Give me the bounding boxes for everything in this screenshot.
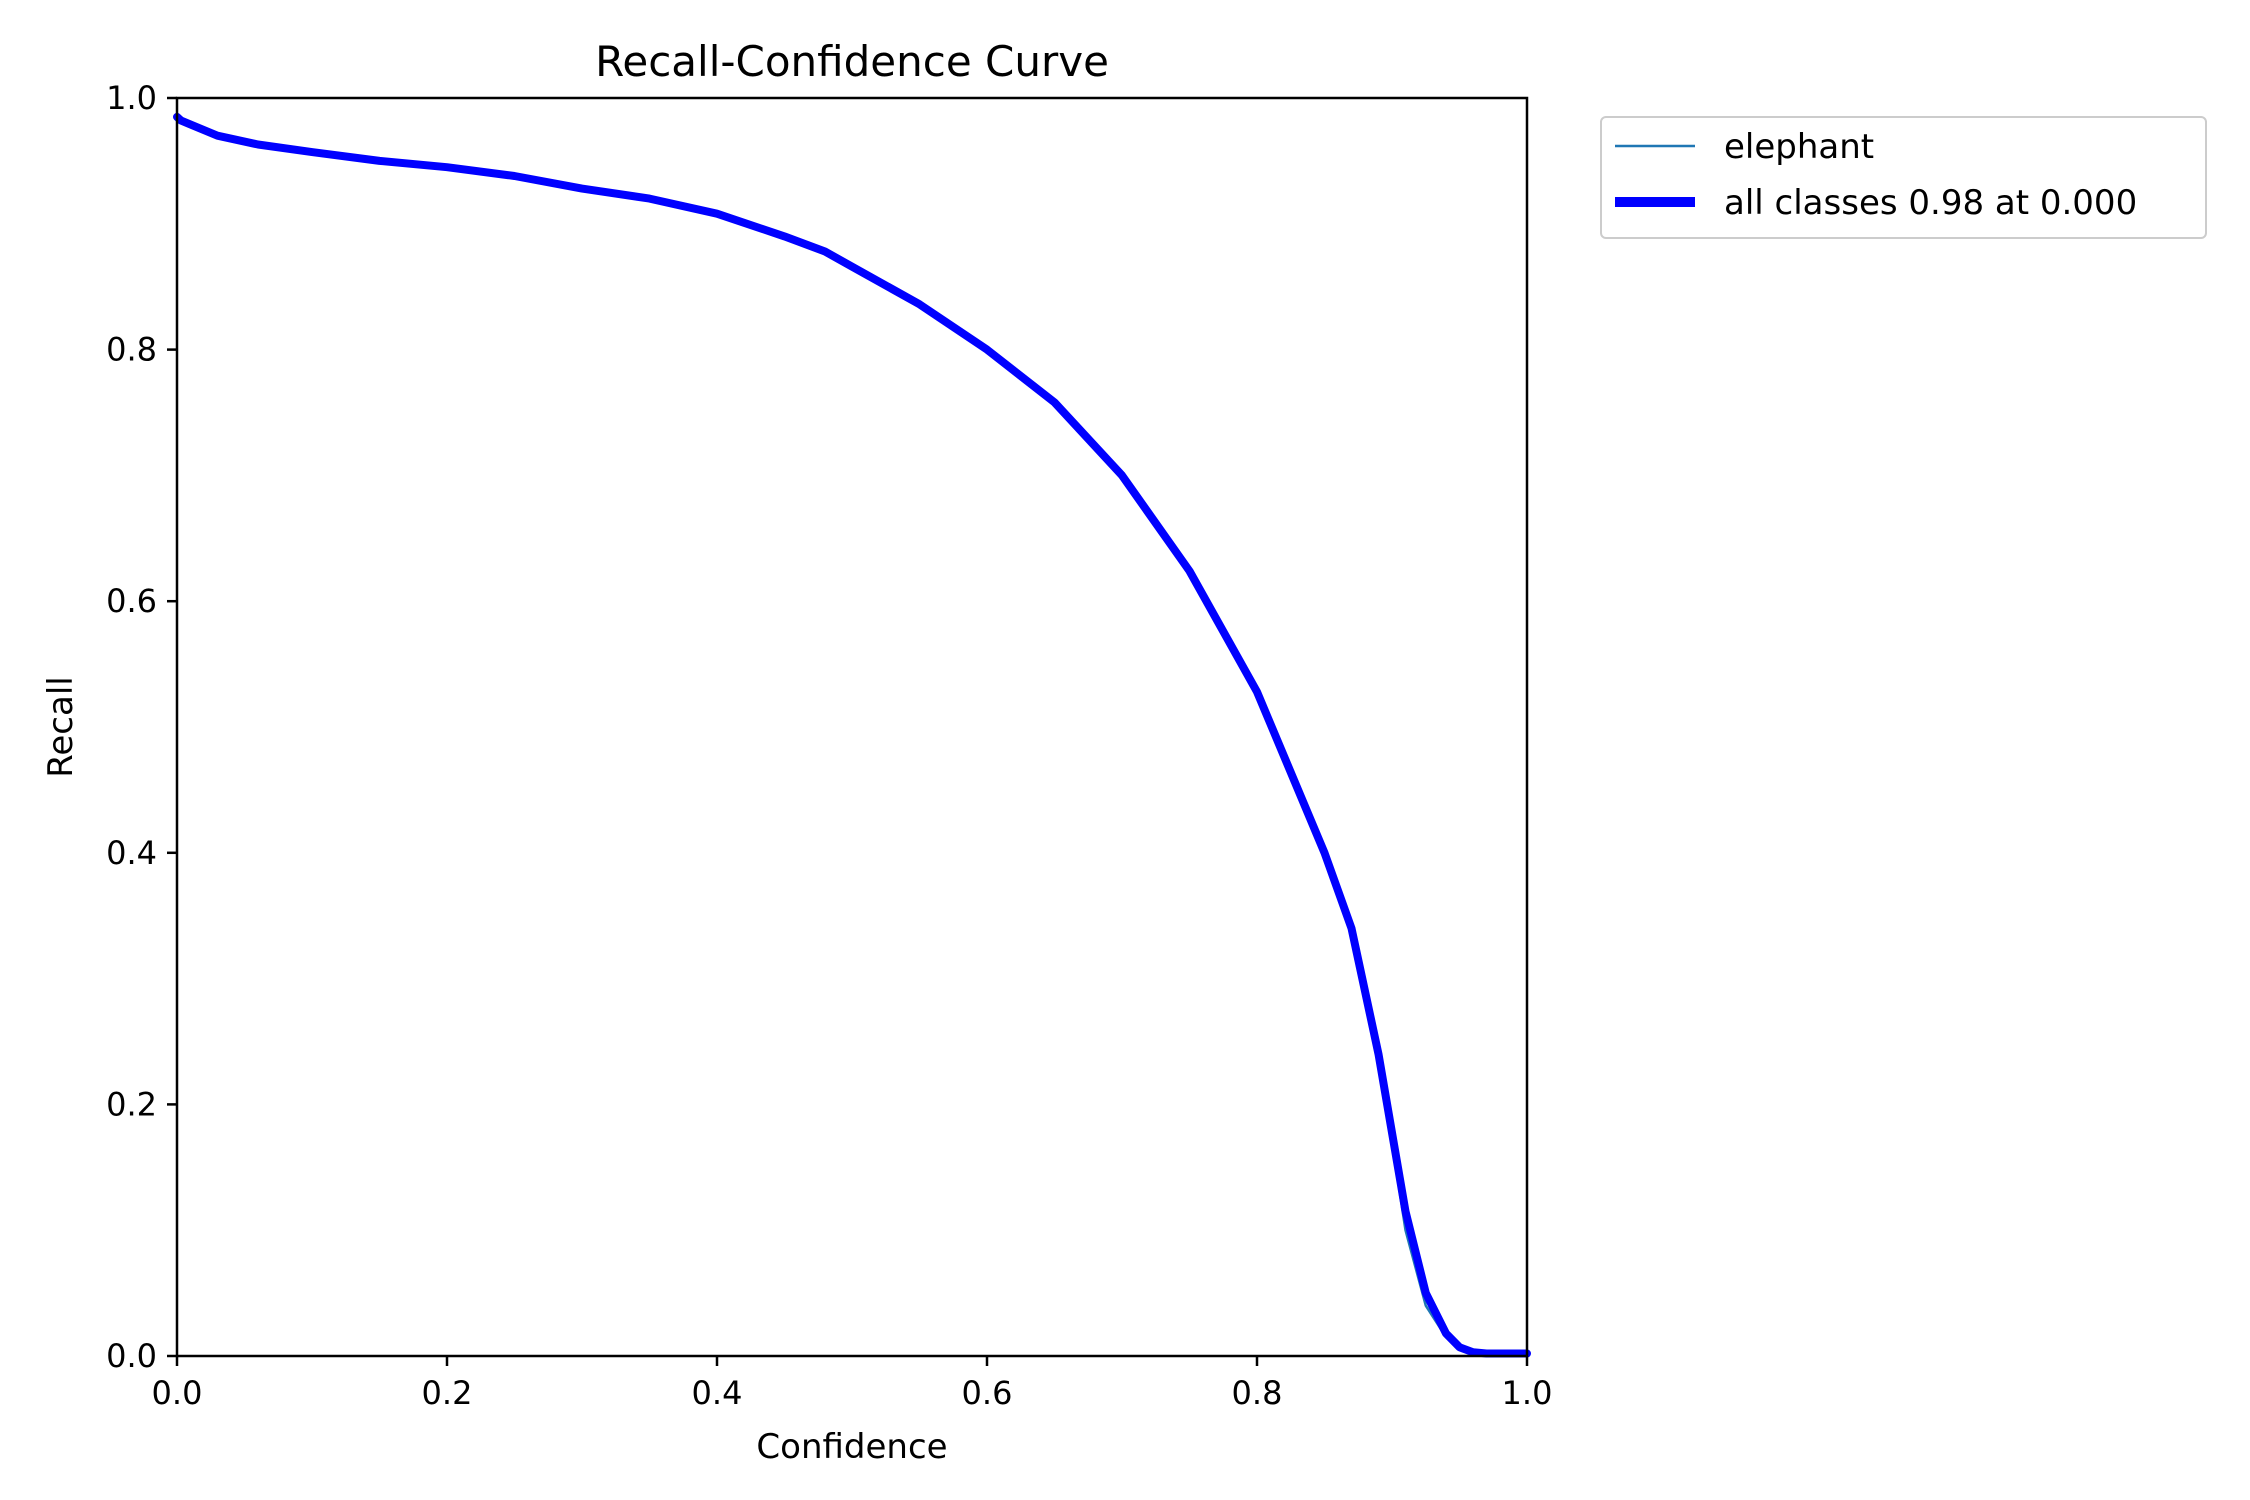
legend-box (1600, 116, 2207, 239)
y-tick-label: 0.6 (106, 582, 157, 620)
legend: elephant all classes 0.98 at 0.000 (1600, 116, 2207, 239)
x-tick-label: 0.0 (152, 1374, 203, 1412)
legend-entry-elephant: elephant (1724, 127, 1874, 167)
y-axis-ticks: 0.0 0.2 0.4 0.6 0.8 1.0 (106, 79, 177, 1375)
legend-entry-all-classes: all classes 0.98 at 0.000 (1724, 183, 2137, 223)
plot-frame (175, 96, 1529, 1358)
chart-title: Recall-Confidence Curve (595, 37, 1109, 86)
x-tick-label: 0.6 (962, 1374, 1013, 1412)
y-tick-label: 0.0 (106, 1337, 157, 1375)
x-tick-label: 1.0 (1502, 1374, 1553, 1412)
series-line-elephant (175, 115, 1529, 1356)
series-layer (173, 112, 1531, 1358)
y-tick-label: 1.0 (106, 79, 157, 117)
y-axis-label: Recall (41, 676, 81, 777)
x-axis-ticks: 0.0 0.2 0.4 0.6 0.8 1.0 (152, 1356, 1553, 1412)
y-tick-label: 0.4 (106, 834, 157, 872)
y-tick-label: 0.8 (106, 331, 157, 369)
x-axis-label: Confidence (756, 1427, 947, 1467)
x-tick-label: 0.4 (692, 1374, 743, 1412)
x-tick-label: 0.2 (422, 1374, 473, 1412)
x-tick-label: 0.8 (1232, 1374, 1283, 1412)
series-line-all-classes (173, 112, 1531, 1358)
y-tick-label: 0.2 (106, 1085, 157, 1123)
